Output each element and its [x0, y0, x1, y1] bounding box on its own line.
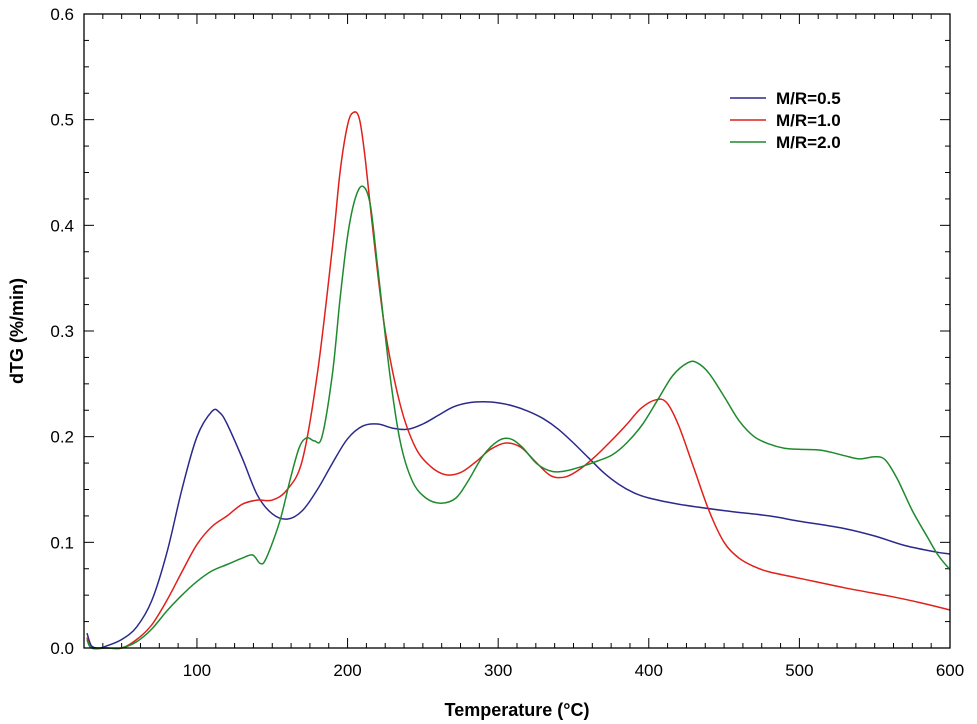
legend-label-2: M/R=2.0: [776, 133, 841, 152]
y-tick-label: 0.0: [50, 639, 74, 658]
y-tick-label: 0.5: [50, 111, 74, 130]
x-tick-label: 200: [333, 661, 361, 680]
x-tick-label: 400: [635, 661, 663, 680]
x-tick-label: 100: [183, 661, 211, 680]
legend: M/R=0.5 M/R=1.0 M/R=2.0: [730, 89, 841, 152]
legend-label-1: M/R=1.0: [776, 111, 841, 130]
series-layer: [86, 111, 951, 650]
legend-label-0: M/R=0.5: [776, 89, 841, 108]
ticks-layer: [83, 13, 951, 649]
series-line-1: [86, 111, 951, 650]
series-line-0: [86, 401, 951, 649]
y-tick-label: 0.6: [50, 5, 74, 24]
x-tick-label: 300: [484, 661, 512, 680]
y-tick-label: 0.3: [50, 322, 74, 341]
x-axis-title: Temperature (°C): [445, 700, 590, 720]
x-tick-label: 500: [785, 661, 813, 680]
y-axis-title: dTG (%/min): [7, 278, 27, 384]
tick-labels-layer: 100 200 300 400 500 600 0.0 0.1 0.2 0.3 0.4 0.5 0.6: [50, 5, 964, 680]
y-tick-label: 0.2: [50, 428, 74, 447]
plot-frame: [83, 13, 951, 649]
series-line-2: [86, 185, 951, 650]
y-tick-label: 0.4: [50, 216, 74, 235]
y-tick-label: 0.1: [50, 533, 74, 552]
x-tick-label: 600: [936, 661, 964, 680]
